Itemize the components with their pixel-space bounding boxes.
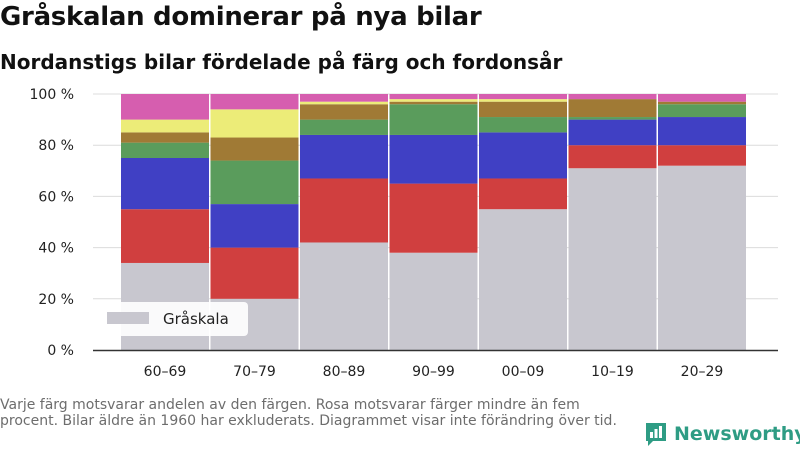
footnote: Varje färg motsvarar andelen av den färg… (0, 397, 617, 429)
stacked-bar-chart: 0 % 20 % 40 % 60 % 80 % 100 % 60–69 70–79 80–89 9… (30, 87, 778, 380)
bar-segment (658, 101, 746, 105)
y-tick-label: 40 % (38, 241, 74, 257)
bar-segment (210, 94, 299, 110)
bar-segment (658, 145, 746, 166)
y-tick-label: 60 % (38, 189, 74, 205)
legend-label: Gråskala (163, 310, 229, 328)
bar-segment (121, 132, 209, 143)
bar-segment (658, 94, 746, 102)
bar-segment (210, 137, 299, 161)
chart-title: Gråskalan dominerar på nya bilar (0, 2, 482, 32)
bar-segment (121, 119, 209, 133)
bar-segment (389, 94, 478, 100)
x-tick-label: 20–29 (681, 364, 724, 380)
bar-segment (389, 104, 478, 135)
bar-segment (389, 134, 478, 184)
legend-box (98, 302, 248, 336)
bar-segment (479, 99, 567, 102)
legend-swatch (107, 312, 149, 324)
bar-segment (389, 101, 478, 105)
bar-segment (479, 132, 567, 179)
y-tick-label: 100 % (30, 87, 74, 103)
x-tick-label: 90–99 (412, 364, 455, 380)
bar-segment (389, 252, 478, 350)
bar-segment (121, 142, 209, 158)
y-tick-label: 0 % (47, 343, 74, 359)
bar-segment (210, 247, 299, 299)
bar-segment (568, 94, 657, 100)
bar-segment (300, 101, 388, 105)
bar-segment (210, 160, 299, 205)
x-tick-label: 10–19 (591, 364, 634, 380)
bar-segment (479, 209, 567, 350)
bar-segment (479, 101, 567, 118)
bar-segment (658, 165, 746, 350)
bar-segment (210, 204, 299, 248)
bar-segment (479, 94, 567, 100)
brand-name: Newsworthy (674, 423, 800, 445)
bar-segment (300, 119, 388, 135)
bar-segment (479, 117, 567, 133)
newsworthy-logo-icon (646, 423, 666, 446)
bar-segment (568, 145, 657, 169)
bar-segment (121, 209, 209, 263)
bar-segment (210, 109, 299, 138)
x-tick-label: 00–09 (502, 364, 545, 380)
y-tick-label: 20 % (38, 292, 74, 308)
bar-segment (300, 242, 388, 350)
x-tick-label: 60–69 (144, 364, 187, 380)
bar-segment (479, 178, 567, 210)
bar-segment (568, 117, 657, 120)
x-tick-label: 80–89 (323, 364, 366, 380)
bar-segment (300, 134, 388, 179)
bar-segment (300, 178, 388, 243)
bar-segment (300, 94, 388, 102)
bar-segment (568, 168, 657, 350)
bar-segment (300, 104, 388, 120)
bar-segment (121, 158, 209, 210)
chart-subtitle: Nordanstigs bilar fördelade på färg och … (0, 50, 563, 74)
bar-segment (568, 99, 657, 118)
bar-segment (568, 119, 657, 146)
bar-segment (658, 104, 746, 118)
y-tick-label: 80 % (38, 138, 74, 154)
bar-segment (121, 94, 209, 120)
bar-segment (658, 117, 746, 146)
bar-segment (389, 99, 478, 102)
bar-segment (389, 183, 478, 253)
x-tick-label: 70–79 (233, 364, 276, 380)
brand[interactable]: Newsworthy (644, 420, 800, 448)
